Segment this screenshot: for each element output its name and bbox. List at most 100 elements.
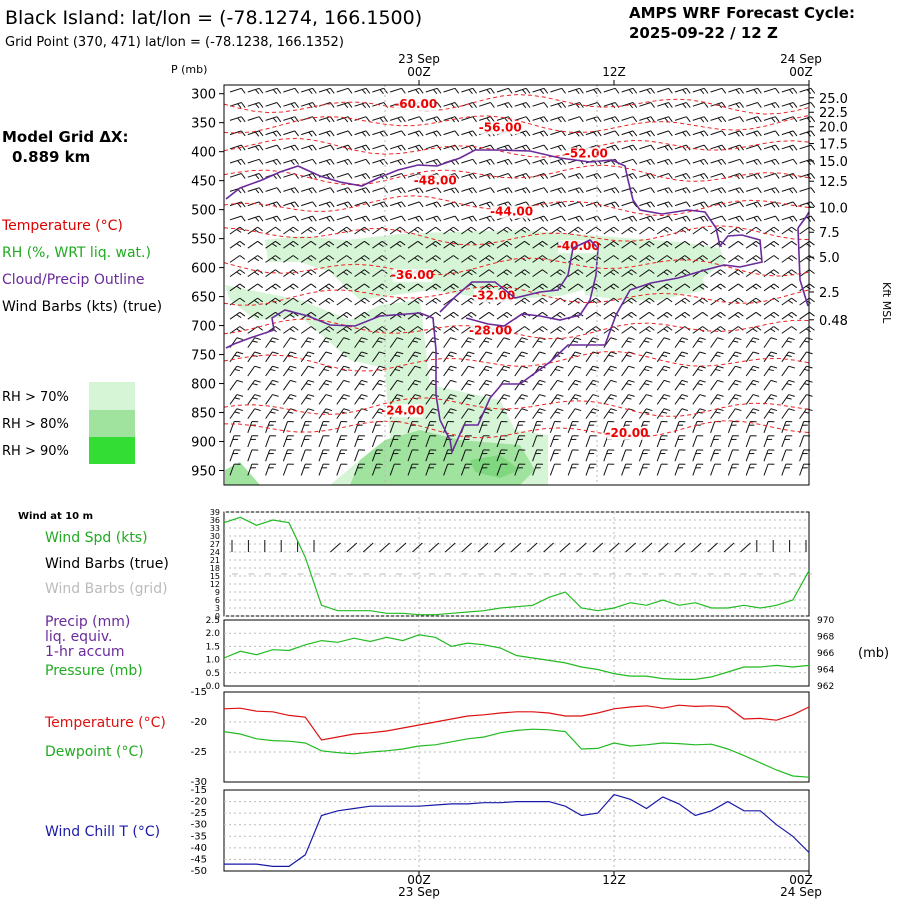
wind-barb-flag xyxy=(339,438,345,440)
wind-barb-flag xyxy=(686,201,691,208)
wind-barb-flag xyxy=(739,187,744,194)
wind-barb-flag xyxy=(323,421,330,423)
wind-barb-flag xyxy=(784,467,790,469)
wind-barb-staff xyxy=(656,408,665,419)
wind-barb-staff xyxy=(390,215,402,221)
wind-barb-flag xyxy=(307,394,315,397)
wind-barb-staff xyxy=(514,435,520,448)
wind-barb-flag xyxy=(417,240,424,246)
wind-barb xyxy=(479,187,495,194)
wind-barb-flag xyxy=(504,103,509,109)
wind-barb-flag xyxy=(543,102,549,108)
wind-barb-flag xyxy=(357,467,363,469)
wind-barb-flag xyxy=(464,467,470,469)
wind-barb-flag xyxy=(376,463,383,465)
wind-barb xyxy=(674,144,691,151)
wind-barb-flag xyxy=(805,243,811,247)
wind-barb xyxy=(567,226,584,235)
wind-barb xyxy=(585,87,602,94)
wind-barb xyxy=(514,408,528,419)
wind-barb-flag xyxy=(286,453,292,455)
wind-barb xyxy=(799,463,811,476)
wind-barb-staff xyxy=(283,130,295,136)
wind-barb-flag xyxy=(700,131,705,137)
wind-barb-flag xyxy=(720,297,726,303)
wind-barb-flag xyxy=(503,408,511,412)
wind-barb xyxy=(514,326,531,334)
wind-barb-staff xyxy=(745,380,754,391)
wind-barb-flag xyxy=(412,340,418,343)
wind-barb-staff xyxy=(283,87,295,93)
wind-barb-staff xyxy=(460,394,469,405)
wind-barb-flag xyxy=(468,379,475,383)
wind-barb-staff xyxy=(301,87,313,93)
contour-label-bg xyxy=(491,205,532,219)
wind-barb xyxy=(763,283,780,292)
wind-barb-flag xyxy=(450,337,457,341)
wind-barb xyxy=(550,173,566,179)
wind-barb xyxy=(532,435,544,448)
wind-barb-flag xyxy=(771,160,776,165)
wind-barb-flag xyxy=(359,397,365,400)
temperature-contour xyxy=(223,351,810,372)
wind-barb-flag xyxy=(766,453,773,455)
wind-barb-flag xyxy=(613,283,620,289)
wind-barb xyxy=(300,421,312,433)
wind-barb-staff xyxy=(336,365,345,377)
wind-barb-flag xyxy=(717,351,724,355)
wind-barb xyxy=(585,187,602,194)
wind-barb-flag xyxy=(239,297,246,303)
wind-barb xyxy=(710,201,727,208)
wind-barb-flag xyxy=(449,285,455,290)
wind-barb-flag xyxy=(543,173,549,179)
wind-barb-staff xyxy=(692,394,701,405)
wind-barb-flag xyxy=(340,449,348,451)
wind-barb-staff xyxy=(781,255,792,263)
wind-barb-flag xyxy=(686,187,691,194)
wind-barb-flag xyxy=(643,340,650,343)
wind-barb-staff xyxy=(692,297,703,306)
wind-barb-flag xyxy=(737,240,744,246)
wind-barb-flag xyxy=(646,337,653,341)
wind-barb xyxy=(265,187,282,194)
wind-barb-staff xyxy=(354,269,365,278)
wind-barb-staff xyxy=(692,130,705,136)
wind-barb-flag xyxy=(703,130,709,137)
wind-tick-label: 21 xyxy=(210,556,220,565)
wind-barb-flag xyxy=(661,368,668,372)
wind-barb-flag xyxy=(721,215,727,222)
wind-barb-staff xyxy=(371,380,380,391)
liq-equiv-label: liq. equiv. xyxy=(45,629,112,645)
wind-barb-staff xyxy=(781,240,792,249)
wind-barb-flag xyxy=(290,379,297,383)
wind-barb-flag xyxy=(325,337,333,341)
wind-barb-staff xyxy=(283,144,295,150)
wind-barb-flag xyxy=(632,144,638,151)
wind-barb-staff xyxy=(639,144,651,150)
wind-barb-flag xyxy=(396,328,402,333)
wind-barb-flag xyxy=(383,87,388,94)
wind-barb xyxy=(710,365,724,377)
wind-barb-flag xyxy=(501,463,508,465)
wind-barb-staff xyxy=(549,337,558,348)
wind-barb xyxy=(674,130,691,137)
wind-barb-staff xyxy=(336,215,349,221)
wind-barb xyxy=(229,226,246,235)
wind-barb xyxy=(247,408,261,419)
wind-barb-flag xyxy=(608,354,614,357)
wind-barb xyxy=(425,187,442,194)
temperature-contour xyxy=(223,137,810,158)
wind-barb-flag xyxy=(627,228,633,233)
wind-barb-flag xyxy=(720,326,726,331)
wind-barb xyxy=(336,173,353,179)
wind-barb xyxy=(425,351,439,363)
wind-barb-staff xyxy=(656,337,665,348)
wind-barb-staff xyxy=(460,351,469,363)
wind-barb-flag xyxy=(650,102,655,108)
wind-barb-staff xyxy=(247,408,256,419)
wind-barb-flag xyxy=(732,449,739,451)
wind-barb xyxy=(425,463,437,476)
wind-barb-staff xyxy=(318,255,330,263)
wind-barb-flag xyxy=(275,326,281,331)
wind-barb-flag xyxy=(383,215,388,222)
